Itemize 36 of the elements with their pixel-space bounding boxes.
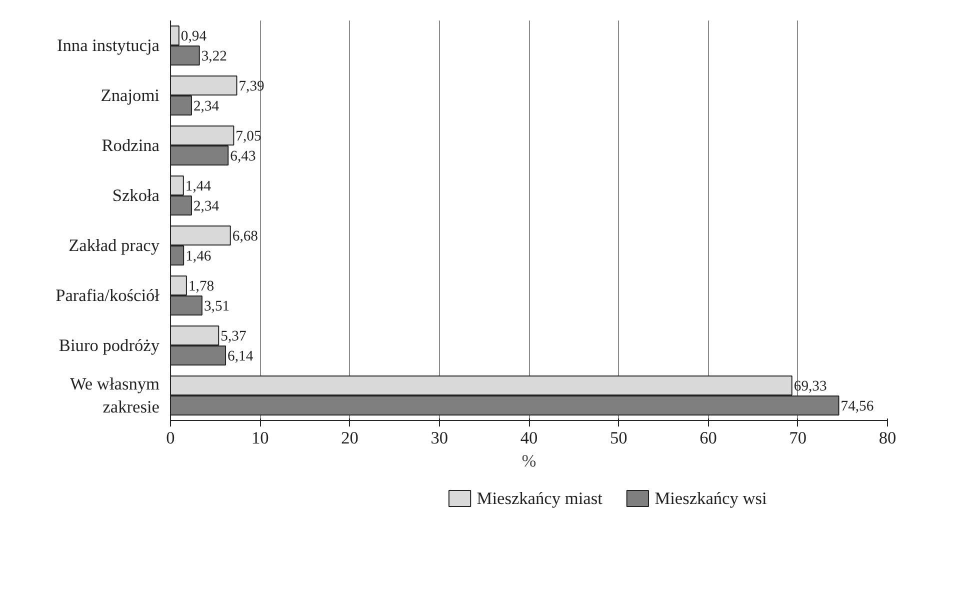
y-tick-label: Szkoła (112, 186, 160, 205)
legend-label: Mieszkańcy wsi (654, 489, 767, 508)
y-tick-label: Znajomi (100, 86, 160, 105)
x-tick-label: 10 (251, 428, 269, 448)
y-tick-label: Zakład pracy (68, 236, 160, 255)
x-tick-label: 20 (341, 428, 358, 448)
y-tick-label: Inna instytucja (57, 36, 160, 55)
data-label: 3,22 (201, 48, 228, 64)
data-label: 6,14 (228, 348, 254, 364)
y-tick-label: Biuro podróży (58, 336, 160, 355)
data-label: 69,33 (794, 378, 827, 394)
y-tick-label: We własnym zakresie (70, 374, 160, 416)
data-label: 7,05 (236, 128, 262, 144)
x-axis-title: % (522, 452, 536, 470)
x-tick-label: 80 (878, 428, 896, 448)
data-label: 5,37 (220, 328, 246, 344)
data-label: 1,44 (185, 178, 212, 194)
y-tick-label: Rodzina (102, 136, 160, 155)
data-label: 2,34 (193, 198, 220, 214)
x-tick-label: 40 (520, 428, 538, 448)
x-tick-label: 50 (610, 428, 628, 448)
data-label: 1,78 (188, 278, 214, 294)
legend-label: Mieszkańcy miast (476, 489, 603, 508)
x-tick-label: 70 (789, 428, 807, 448)
data-label: 1,46 (186, 248, 212, 264)
data-label: 0,94 (180, 28, 208, 44)
data-label: 7,39 (238, 78, 264, 94)
y-tick-label: Parafia/kościół (56, 286, 160, 305)
x-tick-label: 0 (166, 428, 175, 448)
data-label: 6,68 (232, 228, 258, 244)
data-label: 74,56 (840, 398, 874, 414)
data-label: 3,51 (204, 298, 230, 314)
data-label: 2,34 (193, 98, 220, 114)
data-label: 6,43 (230, 148, 256, 164)
x-tick-label: 30 (430, 428, 448, 448)
x-tick-label: 60 (700, 428, 717, 448)
